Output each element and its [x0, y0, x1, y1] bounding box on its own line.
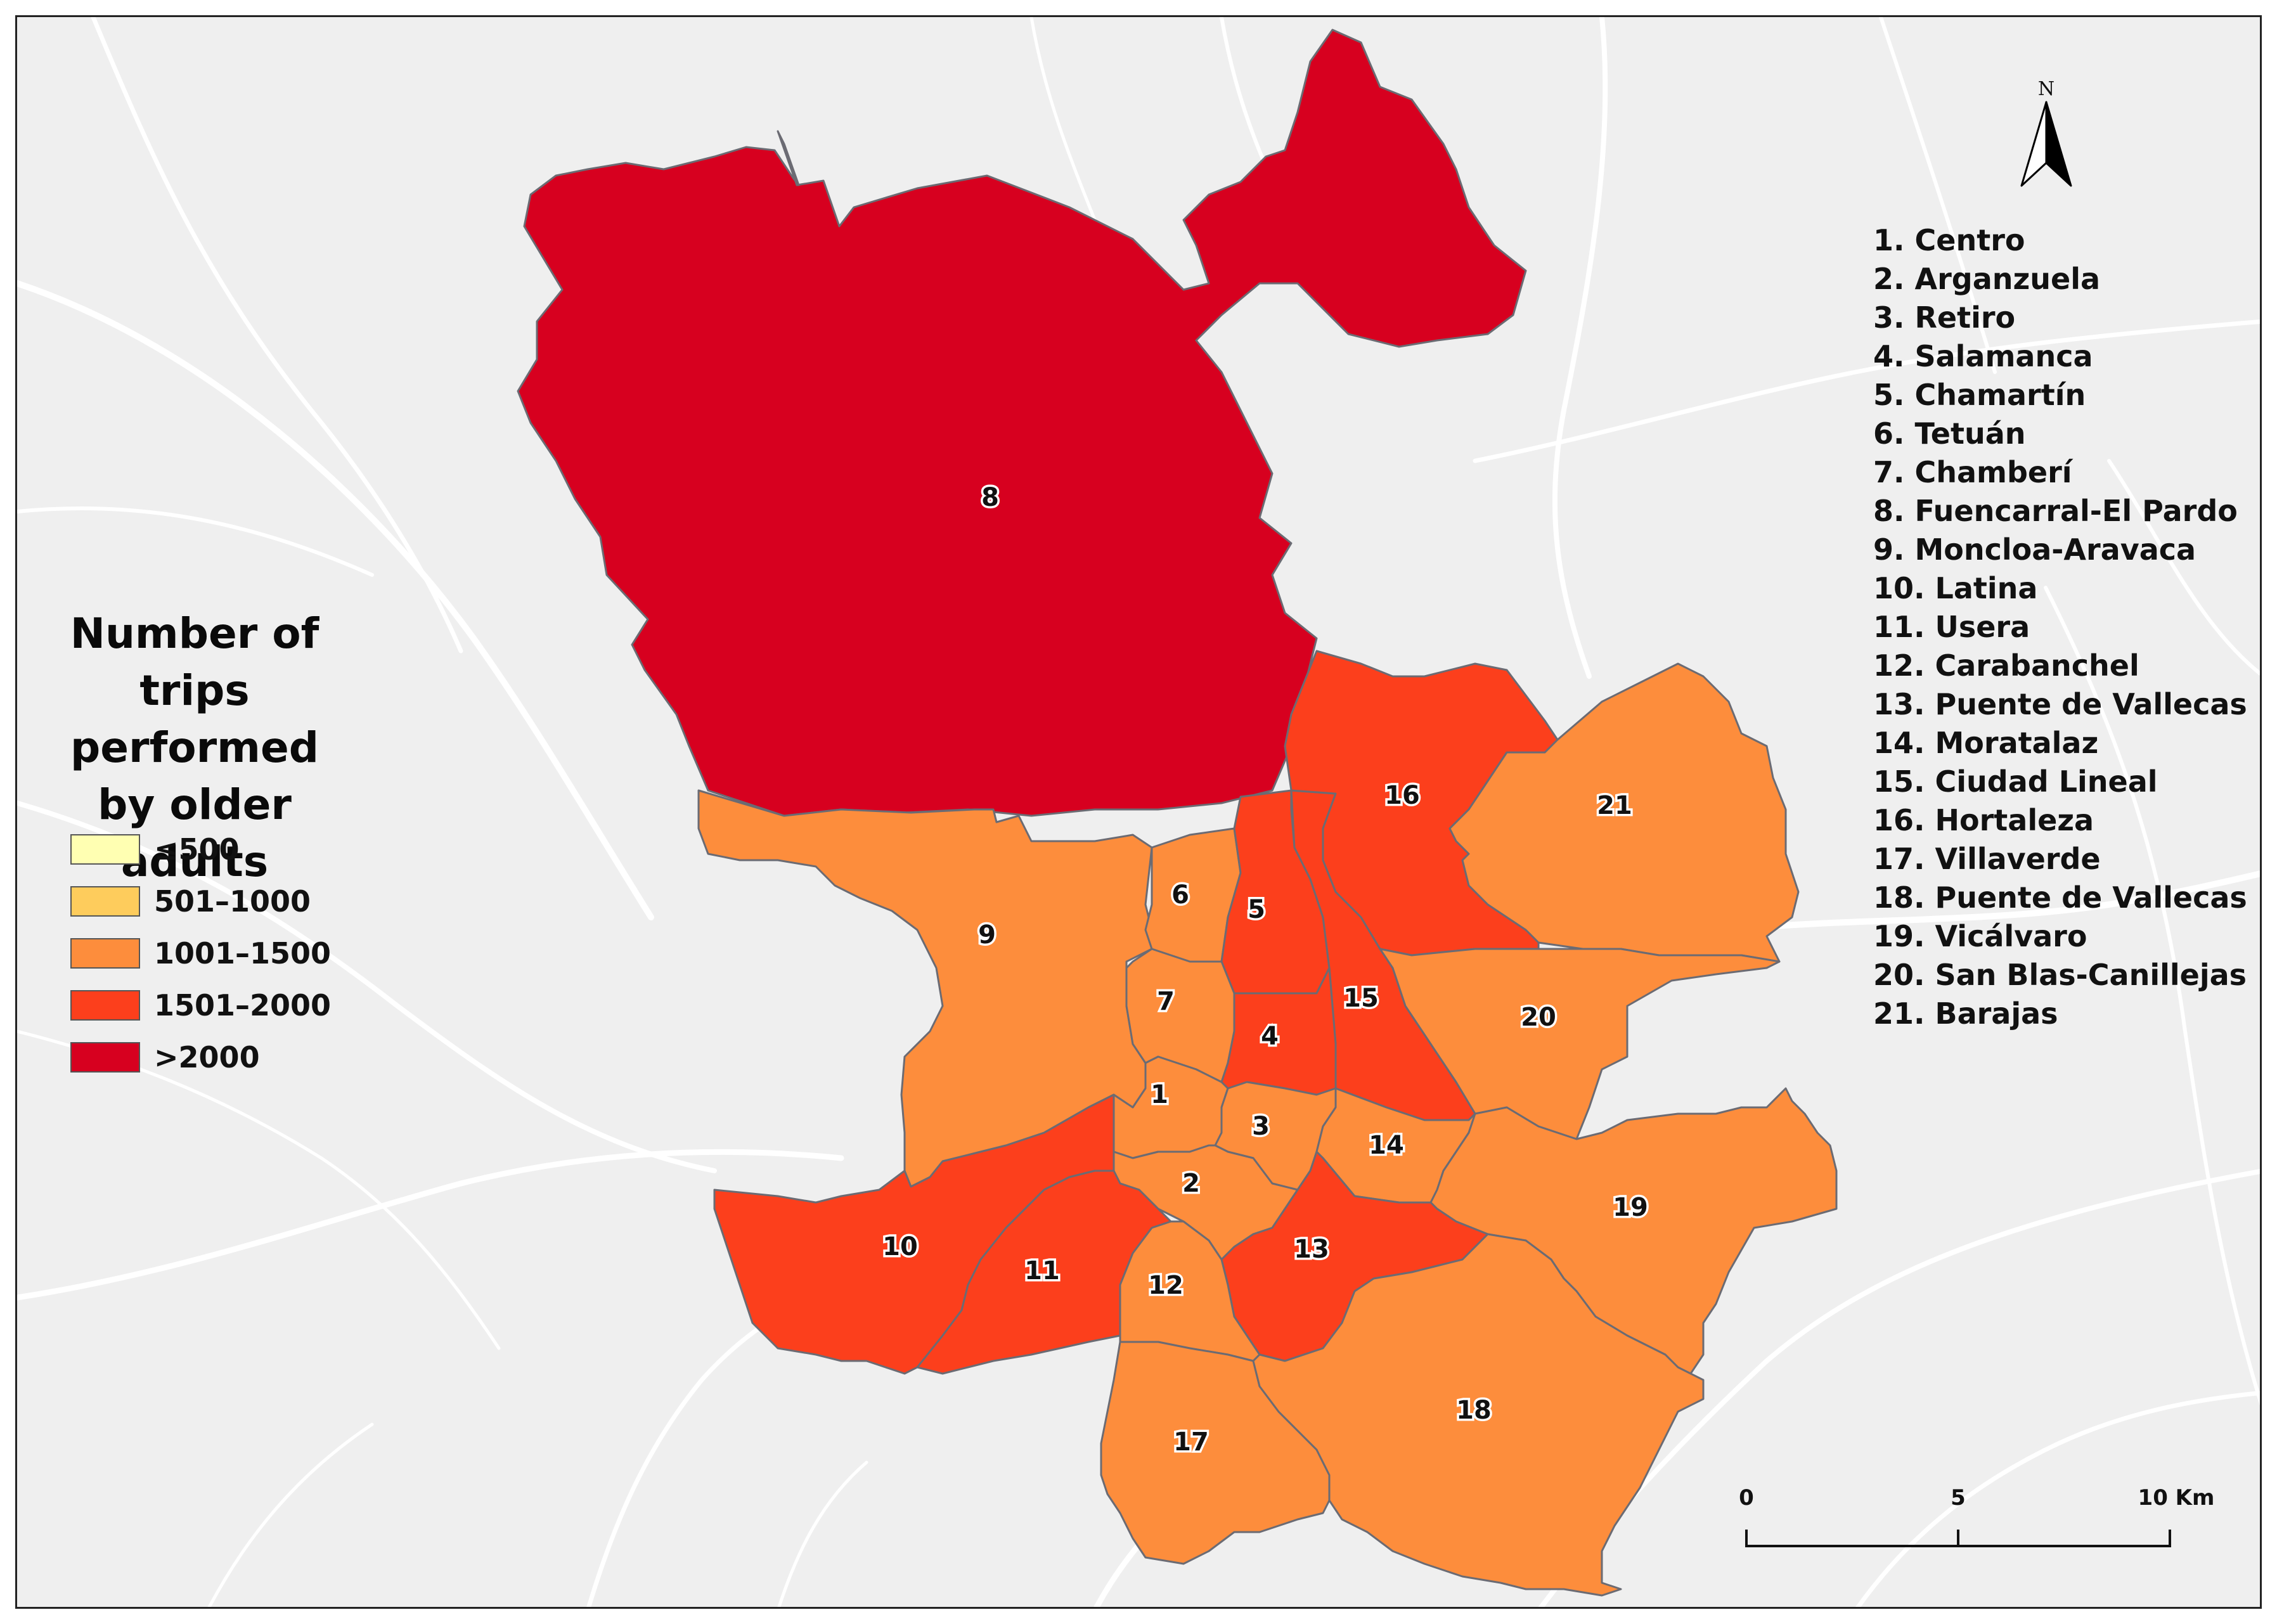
district-11-polygon[interactable]	[916, 1170, 1172, 1375]
legend-label: ≤500	[154, 832, 240, 867]
district-list-item: 4. Salamanca	[1873, 339, 2093, 373]
district-number-labels: 8 9 6 5 15 16 21 20 7 4 1 3 14 19 2 13 1…	[880, 481, 1651, 1459]
legend-swatch	[70, 834, 140, 865]
district-label-8: 8	[981, 483, 999, 512]
district-label-15: 15	[1343, 984, 1379, 1013]
legend-item: 1501–2000	[70, 979, 331, 1031]
district-8-polygon[interactable]	[517, 29, 1527, 817]
legend-title-line: adults	[120, 837, 269, 886]
legend-title: Number of trips performed by older adult…	[55, 605, 334, 891]
scale-bar: 0 5 10 Km	[1729, 1485, 2214, 1561]
legend-title-line: Number of trips	[70, 609, 319, 715]
legend-item: ≤500	[70, 823, 331, 875]
district-list-item: 9. Moncloa-Aravaca	[1873, 532, 2196, 567]
district-label-3: 3	[1252, 1112, 1270, 1141]
district-list-item: 20. San Blas-Canillejas	[1873, 958, 2247, 992]
district-list-item: 15. Ciudad Lineal	[1873, 764, 2158, 799]
district-label-10: 10	[882, 1232, 918, 1261]
scale-bar-line	[1745, 1530, 2171, 1547]
road-network	[17, 17, 2260, 1607]
district-list-item: 8. Fuencarral-El Pardo	[1873, 494, 2238, 528]
legend-item: 501–1000	[70, 875, 331, 927]
district-list-item: 11. Usera	[1873, 610, 2030, 644]
district-name-list: 1. Centro 2. Arganzuela 3. Retiro 4. Sal…	[1873, 221, 2247, 1033]
district-label-2: 2	[1182, 1169, 1200, 1198]
district-list-item: 14. Moratalaz	[1873, 726, 2099, 760]
legend-item: >2000	[70, 1031, 331, 1083]
north-arrow-icon	[2020, 101, 2072, 187]
district-list-item: 12. Carabanchel	[1873, 648, 2139, 683]
legend-swatch	[70, 990, 140, 1021]
district-list-item: 17. Villaverde	[1873, 842, 2101, 876]
legend: ≤500 501–1000 1001–1500 1501–2000 >2000	[70, 823, 331, 1083]
legend-item: 1001–1500	[70, 927, 331, 979]
scale-label-10: 10 Km	[2138, 1485, 2215, 1511]
district-label-4: 4	[1261, 1022, 1279, 1051]
legend-swatch	[70, 886, 140, 917]
district-label-9: 9	[978, 920, 996, 950]
district-list-item: 21. Barajas	[1873, 996, 2058, 1031]
district-label-11: 11	[1024, 1256, 1060, 1286]
district-list-item: 18. Puente de Vallecas	[1873, 880, 2247, 915]
district-list-item: 16. Hortaleza	[1873, 803, 2094, 837]
district-label-17: 17	[1173, 1427, 1209, 1457]
district-label-16: 16	[1384, 781, 1420, 810]
district-label-5: 5	[1248, 895, 1265, 924]
legend-swatch	[70, 938, 140, 969]
district-list-item: 7. Chamberí	[1873, 455, 2072, 489]
district-list-item: 3. Retiro	[1873, 300, 2016, 335]
district-label-12: 12	[1148, 1271, 1184, 1300]
district-list-item: 6. Tetuán	[1873, 416, 2026, 451]
north-label: N	[2037, 78, 2055, 100]
legend-swatch	[70, 1042, 140, 1073]
district-label-7: 7	[1157, 987, 1175, 1016]
district-label-21: 21	[1597, 791, 1632, 820]
district-list-item: 13. Puente de Vallecas	[1873, 687, 2247, 721]
district-label-19: 19	[1613, 1193, 1648, 1222]
district-label-13: 13	[1294, 1235, 1329, 1264]
district-label-6: 6	[1171, 880, 1189, 910]
legend-label: 1501–2000	[154, 988, 332, 1022]
legend-label: 1001–1500	[154, 936, 332, 970]
district-label-14: 14	[1369, 1131, 1404, 1160]
district-list-item: 2. Arganzuela	[1873, 262, 2101, 296]
legend-label: 501–1000	[154, 884, 311, 918]
scale-label-0: 0	[1739, 1485, 1754, 1511]
legend-title-line: performed by older	[70, 723, 319, 829]
legend-label: >2000	[154, 1040, 260, 1074]
district-polygons	[517, 29, 1838, 1597]
district-20-polygon[interactable]	[1379, 948, 1781, 1140]
district-list-item: 5. Chamartín	[1873, 378, 2086, 412]
scale-label-5: 5	[1951, 1485, 1966, 1511]
district-list-item: 1. Centro	[1873, 223, 2025, 257]
district-label-1: 1	[1151, 1080, 1168, 1109]
district-list-item: 19. Vicálvaro	[1873, 919, 2087, 953]
map-frame: 8 9 6 5 15 16 21 20 7 4 1 3 14 19 2 13 1…	[15, 15, 2262, 1609]
district-map: 8 9 6 5 15 16 21 20 7 4 1 3 14 19 2 13 1…	[17, 17, 2260, 1607]
district-label-20: 20	[1521, 1003, 1556, 1032]
district-list-item: 10. Latina	[1873, 571, 2038, 605]
district-18-polygon[interactable]	[1252, 1233, 1705, 1597]
district-label-18: 18	[1456, 1396, 1492, 1425]
